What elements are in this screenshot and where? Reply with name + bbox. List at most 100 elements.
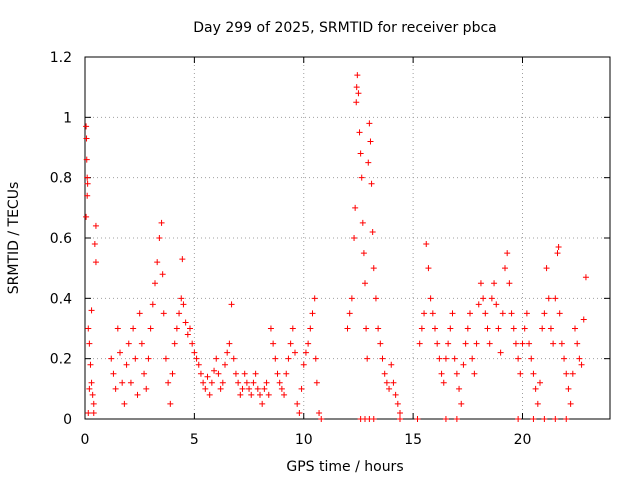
data-point <box>427 295 434 302</box>
data-point <box>473 340 480 347</box>
data-point <box>193 355 200 362</box>
data-point <box>110 370 117 377</box>
data-point <box>421 310 428 317</box>
data-point <box>159 271 166 278</box>
data-point <box>180 301 187 308</box>
data-point <box>556 310 563 317</box>
data-point <box>132 355 139 362</box>
data-point <box>360 250 367 257</box>
y-tick-label: 0.4 <box>50 291 72 307</box>
data-point <box>547 325 554 332</box>
data-point <box>169 370 176 377</box>
y-tick-label: 0 <box>63 412 72 428</box>
data-point <box>276 379 283 386</box>
data-point <box>369 228 376 235</box>
y-tick-label: 1.2 <box>50 50 72 66</box>
data-point <box>512 340 519 347</box>
data-point <box>179 256 186 263</box>
data-point <box>354 72 361 79</box>
data-point <box>226 340 233 347</box>
data-point <box>187 325 193 332</box>
data-point <box>202 385 209 392</box>
data-point <box>84 180 91 187</box>
data-point <box>136 310 143 317</box>
data-point <box>530 370 537 377</box>
data-point <box>160 310 167 317</box>
data-point <box>119 379 126 386</box>
data-point <box>84 192 91 199</box>
data-point <box>222 361 228 368</box>
data-point <box>145 355 152 362</box>
y-tick-label: 1 <box>63 110 72 126</box>
data-point <box>434 340 441 347</box>
data-point <box>359 219 366 226</box>
data-point <box>572 325 578 332</box>
data-point <box>363 325 370 332</box>
data-point <box>469 355 476 362</box>
data-point <box>569 370 576 377</box>
data-point <box>289 325 296 332</box>
data-point <box>462 340 469 347</box>
data-point <box>219 379 226 386</box>
data-point <box>232 370 239 377</box>
data-point <box>237 391 244 398</box>
data-point <box>230 355 237 362</box>
data-point <box>456 385 463 392</box>
data-point <box>257 391 263 398</box>
data-point <box>171 340 178 347</box>
data-point <box>563 416 570 422</box>
data-point <box>165 379 172 386</box>
data-point <box>114 325 121 332</box>
data-point <box>228 301 235 308</box>
axis-ticks: 0 5 10 15 20 0 0.2 0.4 0.6 0.8 1 1.2 <box>50 50 610 448</box>
data-point <box>364 355 371 362</box>
data-point <box>91 241 98 248</box>
data-point <box>390 379 397 386</box>
data-point <box>528 355 535 362</box>
data-point <box>154 259 161 266</box>
data-point <box>381 370 388 377</box>
data-point <box>370 265 377 272</box>
data-point <box>362 280 368 287</box>
data-point <box>558 340 565 347</box>
data-point <box>504 250 511 257</box>
chart-title: Day 299 of 2025, SRMTID for receiver pbc… <box>193 20 496 36</box>
data-point <box>311 295 318 302</box>
data-point <box>477 280 484 287</box>
data-point <box>480 295 487 302</box>
y-tick-label: 0.8 <box>50 171 72 187</box>
data-point <box>83 123 90 130</box>
plot-frame <box>84 56 611 420</box>
data-point <box>83 135 90 142</box>
data-point <box>178 295 185 302</box>
data-point <box>191 349 198 356</box>
data-point <box>502 265 508 272</box>
data-point <box>176 310 183 317</box>
data-point <box>352 204 359 211</box>
data-point <box>184 331 191 338</box>
data-point <box>532 385 539 392</box>
data-point <box>432 325 438 332</box>
y-axis-label: SRMTID / TECUs <box>6 182 22 295</box>
data-point <box>88 307 95 314</box>
data-point <box>353 99 360 106</box>
data-point <box>346 310 353 317</box>
data-point <box>460 361 467 368</box>
data-point <box>267 325 274 332</box>
data-point <box>127 379 134 386</box>
data-point <box>300 361 307 368</box>
data-point <box>368 180 375 187</box>
data-point <box>117 349 123 356</box>
data-point <box>515 355 522 362</box>
data-point <box>394 400 401 407</box>
data-point <box>200 379 207 386</box>
data-point <box>517 370 524 377</box>
data-point <box>375 325 382 332</box>
data-point <box>447 325 454 332</box>
data-point <box>370 416 377 422</box>
data-point <box>252 370 259 377</box>
data-point <box>449 310 456 317</box>
data-point <box>458 400 465 407</box>
data-point <box>134 391 141 398</box>
data-points <box>83 72 589 422</box>
